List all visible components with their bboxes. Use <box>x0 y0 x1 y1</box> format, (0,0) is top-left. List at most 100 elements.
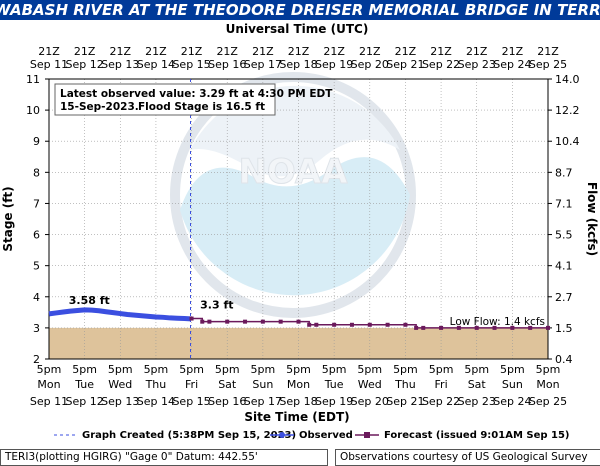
info-box <box>54 83 276 116</box>
bottom-tick-date: Sep 12 <box>66 395 104 408</box>
bottom-tick-day: Wed <box>108 378 132 391</box>
y-tick-label: 6 <box>33 229 40 242</box>
bottom-tick-time: 5pm <box>144 363 169 376</box>
top-tick-hour: 21Z <box>110 45 132 58</box>
top-tick-date: Sep 22 <box>422 58 460 71</box>
top-tick-date: Sep 25 <box>529 58 567 71</box>
y2-tick-label: 2.7 <box>555 291 573 304</box>
y-tick-label: 4 <box>33 291 40 304</box>
forecast-point <box>510 325 515 330</box>
bottom-tick-day: Thu <box>394 378 416 391</box>
bottom-tick-time: 5pm <box>500 363 525 376</box>
y2-tick-label: 12.2 <box>555 104 580 117</box>
forecast-point <box>414 325 419 330</box>
y2-tick-label: 4.1 <box>555 260 573 273</box>
bottom-tick-time: 5pm <box>215 363 240 376</box>
y2-tick-label: 1.5 <box>555 322 573 335</box>
top-tick-date: Sep 14 <box>137 58 175 71</box>
top-axis-title: Universal Time (UTC) <box>226 22 369 36</box>
bottom-tick-date: Sep 13 <box>101 395 139 408</box>
top-tick-hour: 21Z <box>288 45 310 58</box>
y2-tick-label: 8.7 <box>555 166 573 179</box>
top-tick-hour: 21Z <box>395 45 417 58</box>
forecast-point <box>260 319 265 324</box>
y-tick-label: 8 <box>33 166 40 179</box>
forecast-point <box>200 319 205 324</box>
svg-text:NOAA: NOAA <box>238 152 348 192</box>
top-tick-hour: 21Z <box>359 45 381 58</box>
bottom-tick-date: Sep 23 <box>458 395 496 408</box>
bottom-tick-time: 5pm <box>393 363 418 376</box>
bottom-tick-time: 5pm <box>357 363 382 376</box>
forecast-point <box>189 316 194 321</box>
forecast-point <box>332 322 337 327</box>
top-tick-hour: 21Z <box>181 45 203 58</box>
observed-series-line <box>48 307 191 322</box>
bottom-tick-date: Sep 20 <box>351 395 389 408</box>
bottom-tick-day: Fri <box>435 378 448 391</box>
forecast-point <box>296 319 301 324</box>
forecast-point <box>307 322 312 327</box>
forecast-point <box>367 322 372 327</box>
bottom-tick-date: Sep 24 <box>493 395 531 408</box>
bottom-tick-time: 5pm <box>179 363 204 376</box>
top-tick-date: Sep 17 <box>244 58 282 71</box>
bottom-tick-date: Sep 25 <box>529 395 567 408</box>
forecast-point <box>421 325 426 330</box>
forecast-point <box>243 319 248 324</box>
bottom-tick-time: 5pm <box>322 363 347 376</box>
y-tick-label: 10 <box>26 104 40 117</box>
info-box-line1: Latest observed value: 3.29 ft at 4:30 P… <box>60 88 333 100</box>
bottom-tick-time: 5pm <box>286 363 311 376</box>
top-tick-hour: 21Z <box>502 45 524 58</box>
y-tick-label: 2 <box>33 353 40 366</box>
y2-tick-label: 7.1 <box>555 197 573 210</box>
bottom-tick-time: 5pm <box>429 363 454 376</box>
top-tick-date: Sep 19 <box>315 58 353 71</box>
y-tick-label: 7 <box>33 197 40 210</box>
forecast-point <box>225 319 230 324</box>
forecast-point <box>403 322 408 327</box>
forecast-point <box>474 325 479 330</box>
legend-graph-created-label: Graph Created (5:38PM Sep 15, 2023) <box>82 430 296 441</box>
top-tick-date: Sep 13 <box>101 58 139 71</box>
y-tick-label: 3 <box>33 322 40 335</box>
y-tick-label: 11 <box>26 73 40 86</box>
legend-forecast-label: Forecast (issued 9:01AM Sep 15) <box>384 430 570 441</box>
forecast-point <box>349 322 354 327</box>
top-tick-date: Sep 12 <box>66 58 104 71</box>
observed-peak-label: 3.58 ft <box>69 294 110 307</box>
bottom-tick-date: Sep 16 <box>208 395 246 408</box>
bottom-tick-time: 5pm <box>72 363 97 376</box>
bottom-tick-day: Mon <box>287 378 310 391</box>
legend-observed-marker <box>279 432 285 438</box>
y2-axis-title: Flow (kcfs) <box>585 182 599 256</box>
y2-tick-label: 0.4 <box>555 353 573 366</box>
top-tick-hour: 21Z <box>537 45 559 58</box>
forecast-point <box>492 325 497 330</box>
bottom-tick-day: Tue <box>74 378 94 391</box>
bottom-tick-day: Thu <box>145 378 167 391</box>
info-box-flood-stage: Flood Stage is 16.5 ft <box>138 101 265 113</box>
top-tick-date: Sep 20 <box>351 58 389 71</box>
top-tick-hour: 21Z <box>430 45 452 58</box>
forecast-point <box>207 319 212 324</box>
top-tick-date: Sep 21 <box>386 58 424 71</box>
top-tick-date: Sep 15 <box>172 58 210 71</box>
bottom-tick-time: 5pm <box>251 363 276 376</box>
plot-frame <box>48 78 549 360</box>
bottom-tick-day: Sun <box>502 378 523 391</box>
bottom-tick-day: Mon <box>37 378 60 391</box>
forecast-point <box>528 325 533 330</box>
forecast-point <box>456 325 461 330</box>
chart-title-bar: WABASH RIVER AT THE THEODORE DREISER MEM… <box>0 0 600 20</box>
info-box-date: 15-Sep-2023. <box>60 101 139 113</box>
y2-tick-label: 14.0 <box>555 73 580 86</box>
bottom-tick-date: Sep 21 <box>386 395 424 408</box>
bottom-tick-date: Sep 14 <box>137 395 175 408</box>
bottom-tick-time: 5pm <box>464 363 489 376</box>
bottom-tick-day: Fri <box>185 378 198 391</box>
bottom-tick-time: 5pm <box>37 363 62 376</box>
bottom-tick-date: Sep 17 <box>244 395 282 408</box>
bottom-tick-day: Wed <box>358 378 382 391</box>
